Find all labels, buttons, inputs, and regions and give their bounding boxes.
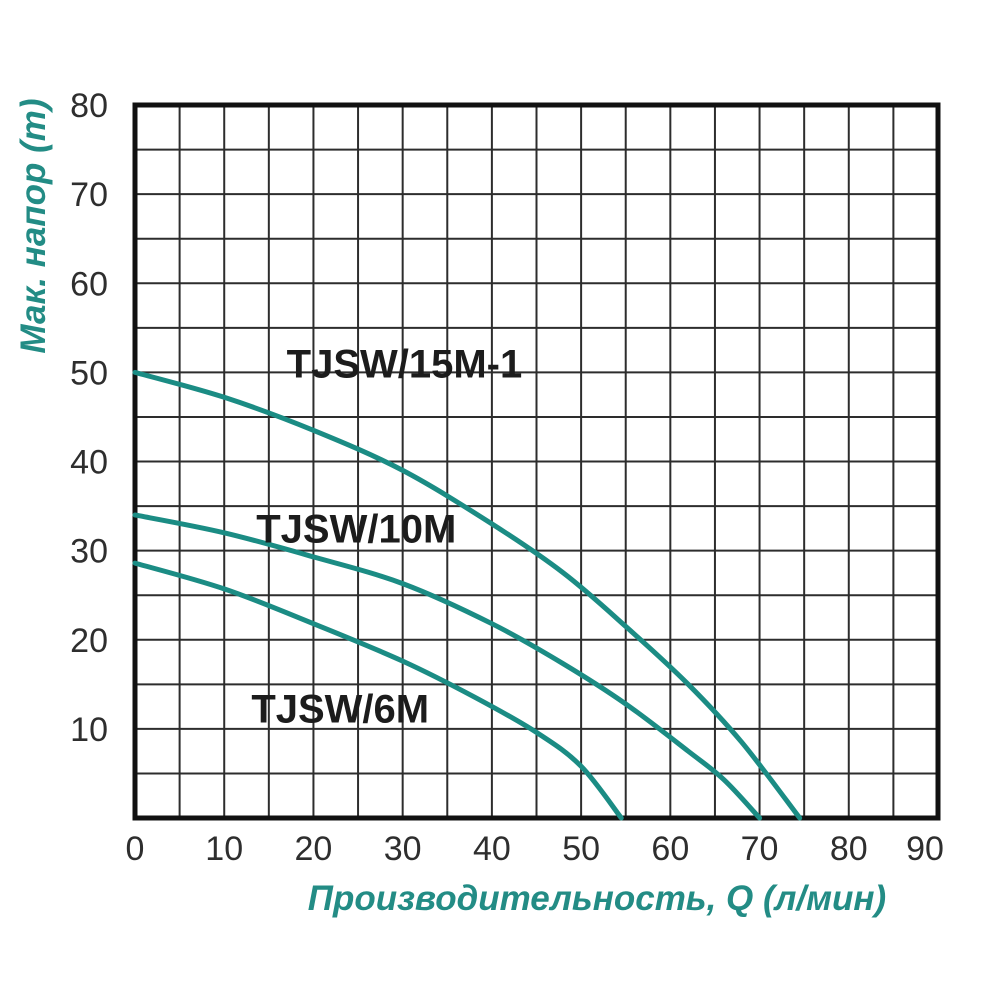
- grid-lines: [135, 105, 938, 818]
- x-tick-label: 20: [295, 830, 333, 868]
- y-tick-label: 50: [70, 354, 108, 392]
- x-tick-label: 40: [473, 830, 511, 868]
- y-tick-label: 20: [70, 622, 108, 660]
- x-tick-label: 50: [562, 830, 600, 868]
- curve-tjsw-15m-1: [132, 369, 803, 821]
- y-tick-label: 40: [70, 444, 108, 482]
- y-tick-label: 60: [70, 265, 108, 303]
- plot-border: [132, 102, 941, 821]
- y-tick-label: 10: [70, 711, 108, 749]
- axis-ticks: 0 10 20 30 40 50 60 70 80 90 10 20 30 40 50 60 70 80: [70, 87, 944, 868]
- y-tick-label: 70: [70, 176, 108, 214]
- x-tick-label: 80: [830, 830, 868, 868]
- y-tick-label: 30: [70, 533, 108, 571]
- series-label: TJSW/15M-1: [287, 342, 523, 386]
- series-labels: TJSW/15M-1 TJSW/10M TJSW/6M: [251, 342, 522, 731]
- x-tick-label: 0: [126, 830, 145, 868]
- x-tick-label: 70: [741, 830, 779, 868]
- y-tick-label: 80: [70, 87, 108, 125]
- x-tick-label: 30: [384, 830, 422, 868]
- series-label: TJSW/10M: [256, 507, 456, 551]
- y-axis-label: Мак. напор (m): [14, 98, 53, 353]
- pump-curves: [132, 369, 803, 821]
- plot-border-rect: [132, 102, 941, 821]
- curve-tjsw-6m: [132, 560, 624, 821]
- x-axis-label: Производительность, Q (л/мин): [308, 879, 886, 918]
- series-label: TJSW/6M: [251, 687, 429, 731]
- x-tick-label: 60: [651, 830, 689, 868]
- x-tick-label: 90: [906, 830, 944, 868]
- x-tick-label: 10: [205, 830, 243, 868]
- curve-tjsw-10m: [132, 512, 763, 821]
